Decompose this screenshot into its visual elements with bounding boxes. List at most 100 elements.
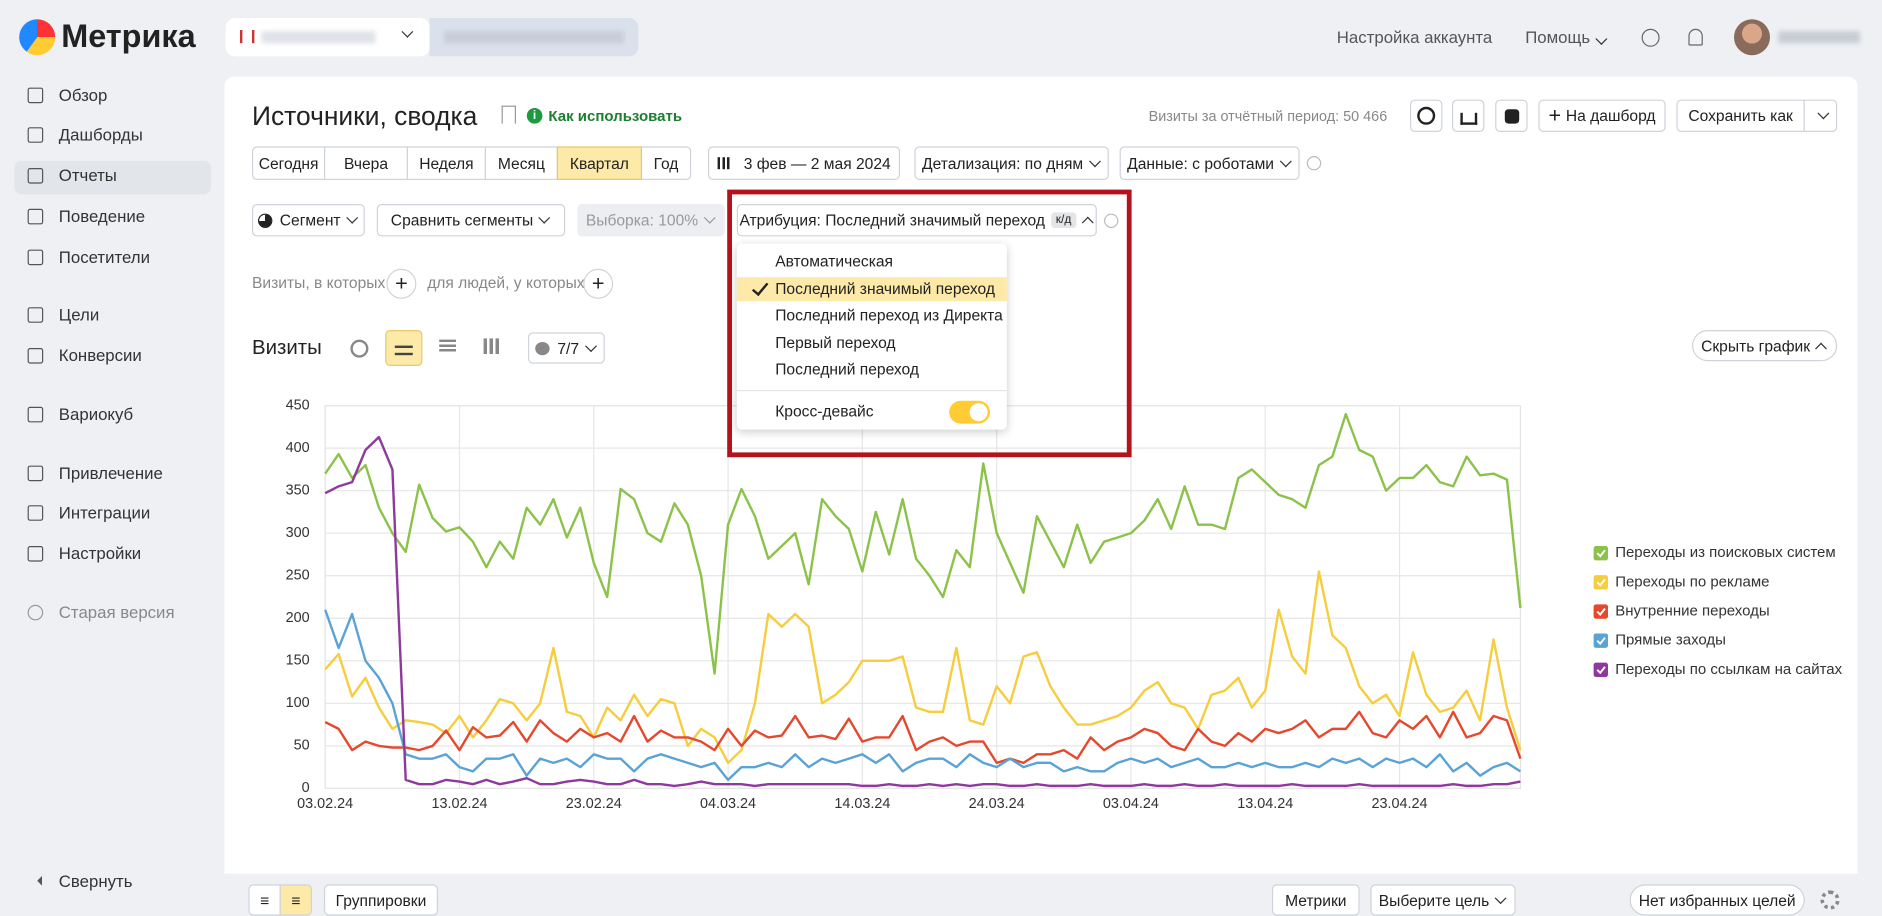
visits-where: Визиты, в которых xyxy=(252,273,386,292)
export-button[interactable] xyxy=(1452,99,1485,132)
detail[interactable]: Детализация: по дням xyxy=(914,146,1109,180)
metrics[interactable]: Метрики xyxy=(1272,884,1360,916)
menu-option[interactable]: Автоматическая xyxy=(775,252,894,270)
account-settings[interactable]: Настройка аккаунта xyxy=(1336,27,1493,47)
logo[interactable]: Метрика xyxy=(61,18,196,55)
help[interactable]: Помощь xyxy=(1525,28,1608,47)
nav-icon xyxy=(27,87,44,104)
legend-check xyxy=(1596,578,1606,587)
site-selector[interactable] xyxy=(225,18,430,57)
attribution-menu: Автоматическая Последний значимый переход… xyxy=(736,243,1007,430)
compare-segments[interactable]: Сравнить сегменты xyxy=(376,204,566,237)
bar-view[interactable] xyxy=(483,338,500,354)
save-as-menu[interactable] xyxy=(1803,99,1838,132)
attribution-label: Атрибуция: Последний значимый переход xyxy=(739,211,1045,230)
line-view[interactable] xyxy=(385,330,423,366)
y-tick-label: 0 xyxy=(302,780,310,796)
legend-swatch xyxy=(1593,633,1609,648)
how-to-link[interactable]: Как использовать xyxy=(548,108,683,125)
x-tick-label: 13.04.24 xyxy=(1237,796,1293,812)
counter-selector[interactable] xyxy=(429,18,639,57)
menu-option[interactable]: Последний значимый переход xyxy=(775,279,995,297)
nav-item[interactable]: Поведение xyxy=(58,206,146,226)
date-range-label: 3 фев — 2 мая 2024 xyxy=(743,154,891,173)
choose-goal-label: Выберите цель xyxy=(1378,891,1490,910)
segment[interactable]: Сегмент xyxy=(252,204,365,237)
nav-icon xyxy=(27,505,44,521)
segment-label: Сегмент xyxy=(279,211,341,230)
legend-check xyxy=(1596,549,1606,558)
history-button[interactable] xyxy=(1410,99,1443,132)
sample-label: Выборка: 100% xyxy=(585,211,699,230)
bookmark[interactable] xyxy=(501,105,516,124)
nav-item[interactable]: Отчеты xyxy=(58,165,117,185)
attribution[interactable]: Атрибуция: Последний значимый переход к/д xyxy=(736,204,1097,237)
nav-item[interactable]: Посетители xyxy=(58,247,150,267)
choose-goal[interactable]: Выберите цель xyxy=(1370,884,1516,916)
chat-icon[interactable] xyxy=(1641,28,1660,47)
data-mode[interactable]: Данные: с роботами xyxy=(1119,146,1300,180)
nav-item[interactable]: Интеграции xyxy=(58,502,151,522)
groupings[interactable]: Группировки xyxy=(324,884,439,916)
series-line xyxy=(324,570,1522,765)
nav-item[interactable]: Дашборды xyxy=(58,124,143,144)
tree-view[interactable]: ≡ xyxy=(279,884,312,916)
help-label: Помощь xyxy=(1525,27,1591,47)
period-button[interactable]: Квартал xyxy=(556,146,642,180)
nav-item[interactable]: Настройки xyxy=(58,543,142,563)
menu-option[interactable]: Последний переход из Директа xyxy=(775,306,1003,324)
x-tick-label: 03.02.24 xyxy=(297,796,353,812)
nav-icon xyxy=(27,465,44,482)
y-tick-label: 400 xyxy=(286,440,310,456)
cross-device-label: Кросс-девайс xyxy=(775,402,874,421)
nav-item[interactable]: Конверсии xyxy=(58,345,142,365)
to-dashboard[interactable]: + На дашборд xyxy=(1538,99,1666,132)
save-as[interactable]: Сохранить как xyxy=(1676,99,1805,132)
nav-item[interactable]: Старая версия xyxy=(58,602,175,622)
period-button[interactable]: Год xyxy=(640,146,692,180)
nav-item[interactable]: Привлечение xyxy=(58,463,163,483)
notifications[interactable] xyxy=(1688,28,1703,46)
menu-option[interactable]: Первый переход xyxy=(775,333,896,351)
x-tick-label: 04.03.24 xyxy=(700,796,756,812)
date-range[interactable]: 3 фев — 2 мая 2024 xyxy=(708,146,901,180)
favorite-goals[interactable]: Нет избранных целей xyxy=(1629,884,1805,916)
add-visit-filter[interactable]: + xyxy=(386,268,417,299)
cross-device-toggle[interactable] xyxy=(949,400,991,424)
nav-icon xyxy=(27,208,44,225)
pie-view[interactable] xyxy=(350,339,369,358)
x-tick-label: 03.04.24 xyxy=(1103,796,1159,812)
add-people-filter[interactable]: + xyxy=(583,268,614,299)
metric-title: Визиты xyxy=(252,336,322,359)
series-line xyxy=(324,710,1522,765)
period-button[interactable]: Сегодня xyxy=(252,146,326,180)
data-mode-label: Данные: с роботами xyxy=(1127,154,1275,173)
series-count[interactable]: 7/7 xyxy=(528,332,605,364)
help-icon[interactable] xyxy=(1306,156,1322,171)
nav-item[interactable]: Вариокуб xyxy=(58,404,134,424)
period-button[interactable]: Месяц xyxy=(484,146,558,180)
period-button[interactable]: Вчера xyxy=(324,146,409,180)
sample[interactable]: Выборка: 100% xyxy=(577,204,725,237)
y-tick-label: 300 xyxy=(286,525,310,541)
legend-swatch xyxy=(1593,575,1609,590)
y-tick-label: 350 xyxy=(286,482,310,498)
menu-option[interactable]: Последний переход xyxy=(775,360,920,378)
active-bg xyxy=(14,160,212,195)
help-icon[interactable] xyxy=(1104,213,1119,229)
area-view[interactable] xyxy=(439,339,457,354)
y-tick-label: 50 xyxy=(294,738,310,754)
period-button[interactable]: Неделя xyxy=(406,146,487,180)
hide-chart[interactable]: Скрыть график xyxy=(1692,330,1838,362)
list-view[interactable]: ≡ xyxy=(248,884,281,916)
ai-button[interactable] xyxy=(1495,99,1528,132)
legend-label: Переходы из поисковых систем xyxy=(1615,544,1836,561)
collapse[interactable]: Свернуть xyxy=(58,871,133,891)
nav-item[interactable]: Цели xyxy=(58,304,100,324)
compare-label: Сравнить сегменты xyxy=(390,211,534,230)
avatar[interactable] xyxy=(1734,19,1771,56)
y-tick-label: 450 xyxy=(286,397,310,413)
nav-icon xyxy=(27,406,44,423)
nav-item[interactable]: Обзор xyxy=(58,85,108,105)
